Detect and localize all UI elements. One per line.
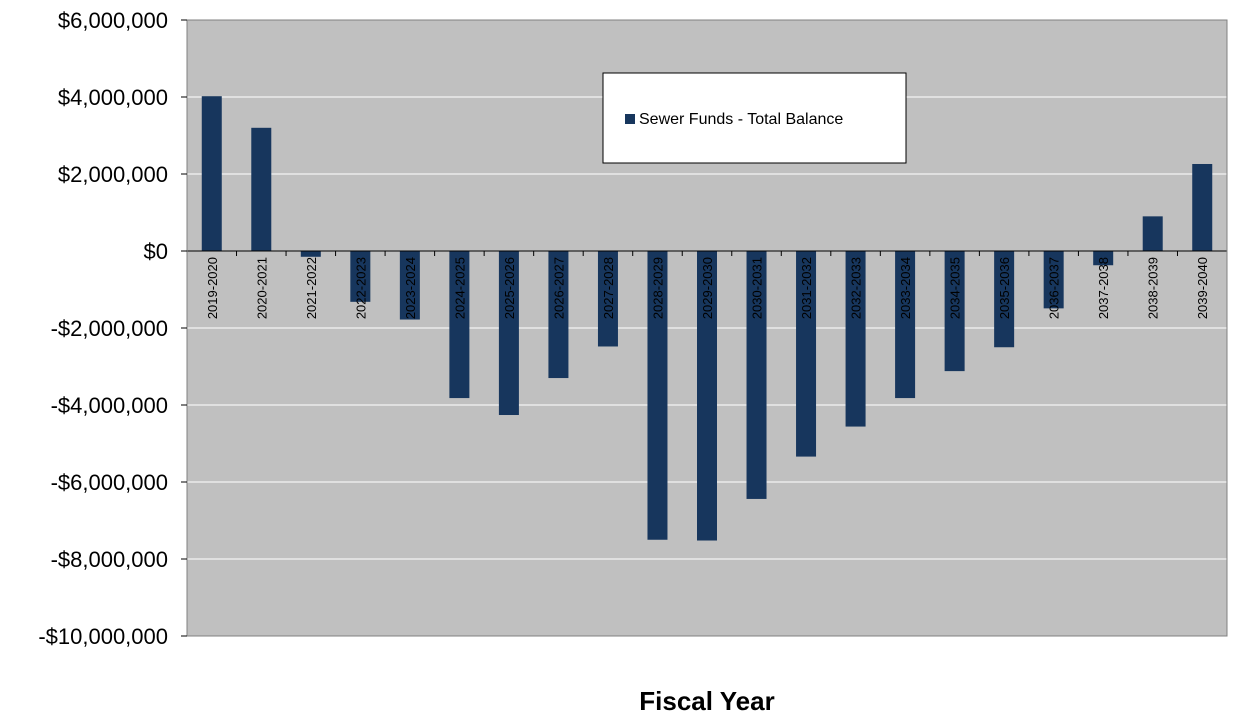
x-tick-label: 2024-2025 bbox=[452, 257, 467, 319]
x-tick-label: 2037-2038 bbox=[1096, 257, 1111, 319]
x-axis-title: Fiscal Year bbox=[639, 686, 774, 716]
bar-2021-2022 bbox=[300, 251, 321, 257]
y-tick-label: $0 bbox=[144, 239, 168, 264]
x-tick-label: 2032-2033 bbox=[849, 257, 864, 319]
bars bbox=[201, 96, 1213, 541]
y-tick-label: -$8,000,000 bbox=[51, 547, 168, 572]
x-tick-label: 2031-2032 bbox=[799, 257, 814, 319]
x-tick-label: 2035-2036 bbox=[997, 257, 1012, 319]
bar-2029-2030 bbox=[697, 251, 717, 541]
legend-box bbox=[602, 72, 907, 164]
bar-2026-2027 bbox=[548, 251, 569, 379]
bar-2028-2029 bbox=[647, 251, 668, 540]
bar-2032-2033 bbox=[845, 251, 866, 427]
x-tick-label: 2039-2040 bbox=[1195, 257, 1210, 319]
legend-swatch bbox=[625, 114, 635, 124]
x-tick-label: 2027-2028 bbox=[601, 257, 616, 319]
y-tick-label: $6,000,000 bbox=[58, 8, 168, 33]
y-tick-label: -$10,000,000 bbox=[38, 624, 168, 649]
x-tick-label: 2030-2031 bbox=[750, 257, 765, 319]
legend: Sewer Funds - Total Balance bbox=[602, 72, 907, 164]
bar-2034-2035 bbox=[944, 251, 965, 372]
bar-2025-2026 bbox=[498, 251, 519, 416]
y-axis-ticks: $6,000,000 $4,000,000 $2,000,000 $0 -$2,000,… bbox=[38, 8, 187, 649]
bar-2033-2034 bbox=[895, 251, 916, 399]
y-tick-label: $4,000,000 bbox=[58, 85, 168, 110]
x-tick-label: 2036-2037 bbox=[1047, 257, 1062, 319]
x-axis-ticks: 2019-2020 2020-2021 2021-2022 2022-2023 2023… bbox=[205, 251, 1210, 319]
bar-2020-2021 bbox=[251, 127, 272, 251]
x-tick-label: 2021-2022 bbox=[304, 257, 319, 319]
bar-2037-2038 bbox=[1093, 251, 1114, 266]
legend-label: Sewer Funds - Total Balance bbox=[639, 111, 843, 128]
bar-2022-2023 bbox=[350, 251, 371, 302]
x-tick-label: 2033-2034 bbox=[898, 257, 913, 319]
bar-2036-2037 bbox=[1043, 251, 1064, 309]
x-tick-label: 2022-2023 bbox=[353, 257, 368, 319]
x-tick-label: 2029-2030 bbox=[700, 257, 715, 319]
y-tick-label: -$2,000,000 bbox=[51, 316, 168, 341]
x-tick-label: 2019-2020 bbox=[205, 257, 220, 319]
bar-2030-2031 bbox=[746, 251, 767, 499]
x-tick-label: 2023-2024 bbox=[403, 257, 418, 319]
bar-2024-2025 bbox=[449, 251, 470, 399]
bar-2031-2032 bbox=[796, 251, 817, 457]
x-tick-label: 2020-2021 bbox=[254, 257, 269, 319]
bar-2023-2024 bbox=[399, 251, 420, 320]
x-tick-label: 2038-2039 bbox=[1146, 257, 1161, 319]
x-tick-label: 2026-2027 bbox=[551, 257, 566, 319]
y-tick-label: -$6,000,000 bbox=[51, 470, 168, 495]
bar-2035-2036 bbox=[994, 251, 1015, 348]
x-tick-label: 2025-2026 bbox=[502, 257, 517, 319]
bar-2039-2040 bbox=[1192, 163, 1213, 251]
bar-2019-2020 bbox=[201, 96, 222, 251]
y-tick-label: $2,000,000 bbox=[58, 162, 168, 187]
bar-2027-2028 bbox=[597, 251, 618, 347]
bar-2038-2039 bbox=[1142, 216, 1163, 251]
y-tick-label: -$4,000,000 bbox=[51, 393, 168, 418]
x-tick-label: 2034-2035 bbox=[948, 257, 963, 319]
x-tick-label: 2028-2029 bbox=[650, 257, 665, 319]
